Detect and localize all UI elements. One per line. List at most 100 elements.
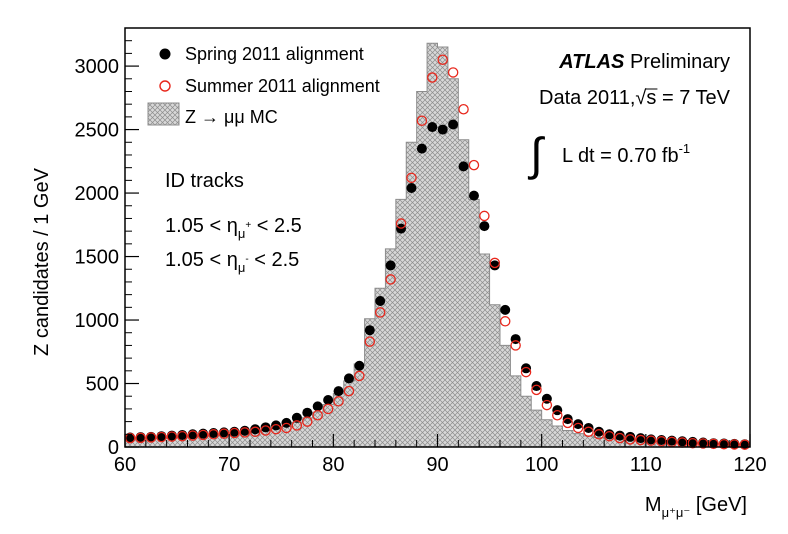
spring-point	[521, 363, 532, 374]
summer-point	[260, 425, 271, 436]
summer-point	[218, 428, 230, 439]
spring-point	[271, 420, 282, 431]
y-tick-label: 3000	[75, 56, 120, 78]
summer-point	[541, 399, 553, 411]
y-tick-label: 500	[86, 374, 119, 396]
legend-summer-marker	[159, 80, 171, 92]
summer-point	[333, 396, 344, 407]
y-tick-label: 1000	[75, 310, 120, 332]
tracks-label: ID tracks	[165, 170, 244, 192]
summer-point	[531, 384, 542, 396]
spring-point	[583, 422, 594, 433]
summer-point	[249, 426, 261, 438]
axes: 60 70 80 90 100 110 120 0 500 1000 1500 2000 2500 300…	[75, 27, 767, 476]
summer-point	[510, 340, 521, 351]
summer-point	[520, 366, 532, 378]
summer-point	[385, 274, 396, 285]
spring-point	[708, 438, 719, 449]
summer-point	[427, 72, 438, 83]
summer-point	[354, 370, 365, 382]
spring-point	[385, 260, 396, 271]
spring-point	[625, 431, 636, 442]
spring-point	[250, 424, 261, 435]
summer-point	[624, 434, 636, 445]
x-tick-label: 100	[525, 454, 558, 476]
spring-point	[354, 360, 365, 371]
summer-point	[718, 438, 730, 450]
x-tick-label: 80	[322, 454, 344, 476]
spring-point	[323, 395, 334, 406]
summer-point	[312, 410, 323, 421]
x-tick-label: 70	[218, 454, 240, 476]
spring-point	[312, 401, 323, 412]
summer-point	[416, 115, 428, 126]
summer-point	[645, 435, 657, 446]
spring-point	[573, 419, 584, 430]
y-tick-label: 1500	[75, 247, 120, 269]
summer-point	[468, 159, 480, 171]
summer-point	[499, 316, 511, 327]
y-tick-label: 2000	[75, 183, 120, 205]
legend-spring-label: Spring 2011 alignment	[185, 44, 364, 64]
summer-point	[135, 432, 146, 444]
atlas-label: ATLAS Preliminary	[558, 51, 730, 73]
lumi-integral: ∫	[527, 128, 545, 180]
summer-point	[437, 54, 448, 65]
spring-point	[458, 161, 469, 172]
summer-point	[572, 422, 584, 434]
summer-point	[614, 432, 626, 444]
summer-point	[281, 422, 292, 434]
summer-point	[458, 104, 469, 115]
spring-point	[614, 430, 625, 441]
x-tick-label: 120	[733, 454, 766, 476]
summer-point	[729, 439, 740, 450]
spring-point	[375, 295, 386, 306]
dataset-label: Data 2011,√s = 7 TeV	[539, 87, 731, 109]
summer-point	[239, 427, 251, 438]
spring-point	[291, 412, 302, 423]
x-tick-label: 60	[114, 454, 136, 476]
summer-point	[270, 423, 282, 435]
spring-point	[562, 414, 573, 425]
summer-point	[656, 436, 667, 447]
spring-point	[427, 122, 438, 133]
spring-point	[260, 422, 271, 433]
legend-spring-marker	[159, 48, 171, 60]
spring-point	[135, 432, 146, 443]
summer-point	[604, 430, 615, 442]
spring-point	[302, 407, 313, 418]
summer-point	[302, 416, 313, 427]
x-tick-label: 90	[426, 454, 448, 476]
spring-point	[489, 260, 500, 271]
spring-point	[448, 119, 459, 130]
eta-cut-minus: 1.05 < ημ- < 2.5	[165, 249, 299, 275]
spring-point	[146, 431, 157, 442]
legend-summer-label: Summer 2011 alignment	[185, 76, 380, 96]
y-tick-label: 2500	[75, 120, 120, 142]
summer-point	[156, 431, 167, 443]
spring-point	[343, 373, 354, 384]
spring-point	[718, 438, 729, 449]
summer-series	[124, 54, 751, 450]
summer-point	[687, 437, 698, 449]
summer-point	[635, 434, 646, 446]
legend-mc-label: Z → μμ MC	[185, 107, 278, 127]
x-tick-label: 110	[630, 454, 662, 476]
summer-point	[374, 307, 386, 318]
y-axis-label: Z candidates / 1 GeV	[31, 167, 53, 356]
summer-point	[177, 430, 188, 442]
summer-point	[197, 429, 209, 441]
spring-point	[416, 143, 427, 154]
spring-point	[593, 426, 604, 437]
summer-point	[583, 426, 594, 438]
summer-point	[562, 417, 573, 429]
spring-point	[531, 381, 542, 392]
eta-cut-plus: 1.05 < ημ+ < 2.5	[165, 215, 302, 241]
spring-point	[125, 432, 136, 443]
summer-point	[166, 431, 178, 442]
legend-mc-marker	[147, 102, 180, 126]
summer-point	[229, 427, 240, 439]
x-axis-label: Mμ⁺μ⁻ [GeV]	[645, 494, 747, 520]
summer-point	[343, 385, 355, 397]
